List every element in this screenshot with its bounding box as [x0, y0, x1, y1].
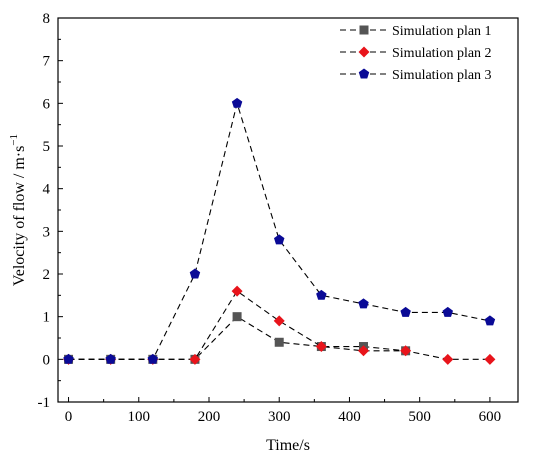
y-tick-label: 6: [43, 96, 51, 112]
legend-marker: [359, 25, 369, 35]
x-tick-label: 100: [128, 409, 151, 425]
series-3-point: [105, 353, 116, 364]
x-tick-label: 600: [479, 409, 502, 425]
series-3-point: [147, 353, 159, 364]
legend-item-1: Simulation plan 1: [340, 24, 492, 39]
series-1: [64, 312, 411, 364]
legend-marker: [358, 46, 370, 58]
x-tick-label: 0: [65, 409, 73, 425]
series-2-point: [484, 353, 496, 365]
series-2-point: [442, 353, 454, 365]
y-tick-label: 8: [43, 11, 51, 27]
series-1-line: [68, 315, 406, 360]
y-tick-label: 2: [43, 267, 51, 283]
series-2: [63, 285, 496, 365]
y-tick-label: 4: [43, 182, 51, 198]
x-axis-title: Time/s: [266, 437, 310, 454]
y-axis-title-superscript: −1: [8, 134, 20, 146]
legend-label: Simulation plan 3: [392, 68, 492, 83]
x-tick-label: 400: [338, 409, 361, 425]
y-tick-label: 5: [43, 139, 51, 155]
y-tick-label: 0: [43, 352, 51, 368]
series-2-point: [400, 345, 412, 357]
series-2-point: [273, 315, 285, 327]
y-axis-title: Velocity of flow / m·s−1: [8, 134, 28, 286]
x-tick-label: 300: [268, 409, 291, 425]
legend-item-2: Simulation plan 2: [340, 46, 492, 61]
series-3: [63, 97, 496, 364]
legend-item-3: Simulation plan 3: [340, 68, 492, 83]
series-3-point: [400, 306, 411, 317]
series-3-point: [316, 289, 327, 300]
series-3-point: [63, 353, 74, 364]
series-3-point: [358, 298, 369, 309]
x-tick-label: 500: [408, 409, 431, 425]
series-1-point: [274, 337, 284, 347]
y-tick-label: -1: [38, 395, 51, 411]
y-tick-label: 3: [43, 224, 51, 240]
y-tick-label: 7: [43, 54, 51, 70]
series-2-point: [231, 285, 243, 297]
series-3-point: [189, 268, 201, 279]
series-1-point: [232, 312, 242, 322]
series-2-point: [315, 341, 327, 353]
legend-label: Simulation plan 1: [392, 24, 492, 39]
series-3-line: [68, 101, 491, 360]
y-tick-label: 1: [43, 310, 51, 326]
y-axis-title-main: Velocity of flow / m·s: [11, 146, 28, 286]
legend-label: Simulation plan 2: [392, 46, 492, 61]
legend-marker: [358, 68, 370, 79]
x-axis-ticks: 0 100 200 300 400 500 600: [65, 397, 501, 425]
series-3-point: [231, 97, 243, 108]
series-2-point: [357, 345, 369, 357]
series-3-point: [442, 306, 453, 317]
series-3-point: [273, 234, 285, 245]
series-2-point: [189, 353, 201, 365]
series-3-point: [484, 315, 496, 326]
y-axis-ticks: -1 0 1 2 3 4 5 6 7 8: [38, 11, 63, 411]
series-layer: [63, 97, 496, 365]
legend: Simulation plan 1 Simulation plan 2 Simula…: [340, 24, 492, 83]
x-tick-label: 200: [198, 409, 221, 425]
